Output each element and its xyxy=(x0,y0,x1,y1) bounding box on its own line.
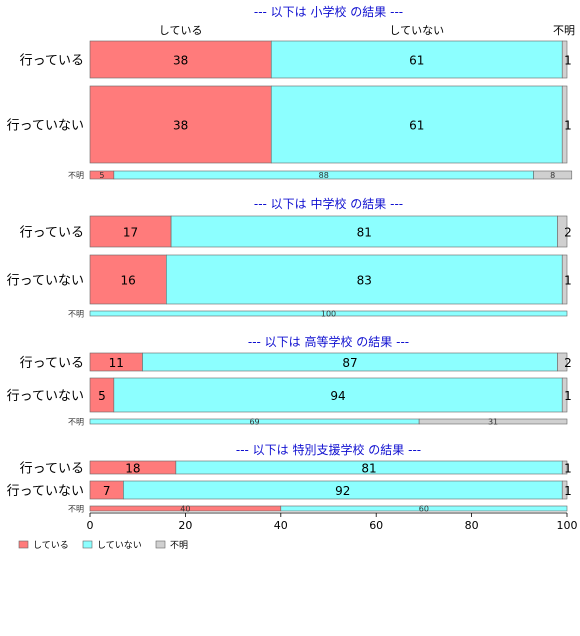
bar-segment xyxy=(280,505,568,512)
data-label: 61 xyxy=(409,54,424,68)
data-label: 5 xyxy=(98,389,106,403)
row-label: 不明 xyxy=(68,171,84,180)
data-label: 5 xyxy=(99,171,104,180)
data-label: 1 xyxy=(564,54,572,68)
legend-label: している xyxy=(33,540,69,551)
bar-segment xyxy=(89,310,568,317)
bar-segment xyxy=(270,85,563,164)
bar-segment xyxy=(561,40,568,79)
data-label: 1 xyxy=(564,389,572,403)
column-header-label: していない xyxy=(389,24,444,37)
row-label: 行っていない xyxy=(7,274,84,289)
x-tick-label: 100 xyxy=(557,519,578,532)
legend-label: していない xyxy=(97,540,142,551)
panel-title: --- 以下は 高等学校 の結果 --- xyxy=(248,334,409,349)
x-tick-label: 80 xyxy=(465,519,479,532)
panel-title: --- 以下は 中学校 の結果 --- xyxy=(254,196,403,211)
data-label: 8 xyxy=(550,171,555,180)
data-label: 61 xyxy=(409,119,424,133)
data-label: 2 xyxy=(564,356,572,370)
x-tick-label: 20 xyxy=(178,519,192,532)
bar-segment xyxy=(113,377,563,413)
row-label: 不明 xyxy=(68,310,84,319)
bar-segment xyxy=(270,40,563,79)
data-label: 38 xyxy=(173,54,188,68)
data-label: 40 xyxy=(180,505,190,514)
row-label: 行っている xyxy=(20,356,84,371)
row-label: 行っていない xyxy=(7,484,84,499)
bar-segment xyxy=(561,377,568,413)
data-label: 1 xyxy=(564,462,572,476)
bar-segment xyxy=(561,480,568,500)
data-label: 94 xyxy=(330,389,345,403)
data-label: 83 xyxy=(357,274,372,288)
data-label: 100 xyxy=(321,310,336,319)
bar-segment xyxy=(561,460,568,475)
row-label: 行っていない xyxy=(7,119,84,134)
row-label: 行っていない xyxy=(7,389,84,404)
bar-segment xyxy=(89,215,172,248)
column-header-label: している xyxy=(159,24,203,37)
data-label: 16 xyxy=(121,274,136,288)
data-label: 92 xyxy=(335,484,350,498)
data-label: 38 xyxy=(173,119,188,133)
bar-segment xyxy=(89,254,167,305)
data-label: 7 xyxy=(103,484,111,498)
data-label: 11 xyxy=(109,356,124,370)
data-label: 60 xyxy=(419,505,429,514)
row-label: 不明 xyxy=(68,505,84,514)
panel-title: --- 以下は 特別支援学校 の結果 --- xyxy=(236,442,421,457)
legend-swatch xyxy=(155,540,166,549)
bar-segment xyxy=(561,85,568,164)
panel-title: --- 以下は 小学校 の結果 --- xyxy=(254,4,403,19)
bar-segment xyxy=(533,170,573,180)
bar-segment xyxy=(561,254,568,305)
data-label: 2 xyxy=(564,226,572,240)
data-label: 1 xyxy=(564,119,572,133)
column-header-label: 不明 xyxy=(553,24,575,37)
x-tick-label: 60 xyxy=(369,519,383,532)
bar-segment xyxy=(89,40,272,79)
bar-segment xyxy=(557,352,568,372)
row-label: 行っている xyxy=(20,462,84,477)
bar-segment xyxy=(557,215,568,248)
data-label: 1 xyxy=(564,484,572,498)
data-label: 81 xyxy=(357,226,372,240)
data-label: 81 xyxy=(361,462,376,476)
x-tick-label: 40 xyxy=(274,519,288,532)
bar-segment xyxy=(418,418,568,425)
legend-swatch xyxy=(82,540,93,549)
legend-swatch xyxy=(18,540,29,549)
row-label: 行っている xyxy=(20,54,84,69)
bar-segment xyxy=(166,254,563,305)
row-label: 行っている xyxy=(20,226,84,241)
row-label: 不明 xyxy=(68,418,84,427)
data-label: 69 xyxy=(249,418,259,427)
x-tick-label: 0 xyxy=(87,519,94,532)
data-label: 87 xyxy=(342,356,357,370)
data-label: 88 xyxy=(319,171,329,180)
data-label: 1 xyxy=(564,274,572,288)
legend-label: 不明 xyxy=(170,540,188,551)
data-label: 18 xyxy=(125,462,140,476)
data-label: 31 xyxy=(488,418,498,427)
data-label: 17 xyxy=(123,226,138,240)
